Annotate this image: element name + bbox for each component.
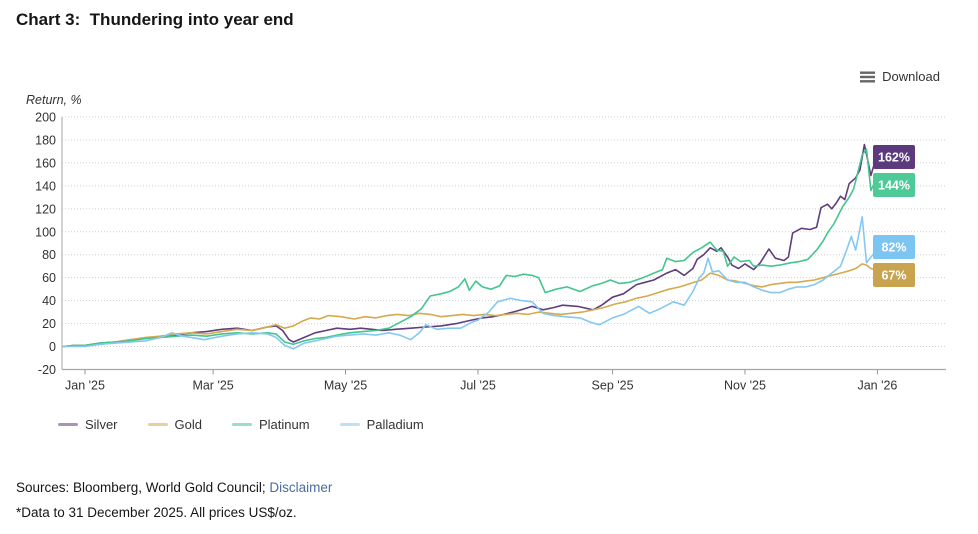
legend-item-platinum[interactable]: Platinum <box>231 417 310 432</box>
series-line-gold <box>62 263 877 348</box>
legend-item-silver[interactable]: Silver <box>58 417 118 432</box>
y-tick-label: 80 <box>42 248 56 262</box>
y-tick-label: 40 <box>42 294 56 308</box>
legend-label: Silver <box>85 417 118 432</box>
end-badge-label-silver: 162% <box>878 150 910 164</box>
end-badge-gold <box>873 263 915 288</box>
x-tick-label: Sep '25 <box>592 379 634 393</box>
y-axis-title: Return, % <box>26 93 82 107</box>
x-tick-label: May '25 <box>324 379 367 393</box>
end-badge-label-gold: 67% <box>881 269 906 283</box>
hamburger-icon <box>860 71 876 82</box>
legend-swatch-silver <box>58 423 78 426</box>
end-badge-label-platinum: 144% <box>878 178 910 192</box>
y-tick-label: 120 <box>35 202 56 216</box>
end-badge-silver <box>873 144 915 169</box>
chart-legend: Silver Gold Platinum Palladium <box>58 417 424 432</box>
sources-line: Sources: Bloomberg, World Gold Council; … <box>16 475 332 500</box>
legend-label: Palladium <box>366 417 424 432</box>
legend-label: Gold <box>174 417 202 432</box>
series-line-palladium <box>62 216 877 350</box>
chart-footer: Sources: Bloomberg, World Gold Council; … <box>16 475 332 525</box>
y-tick-label: -20 <box>38 363 56 377</box>
series-line-platinum <box>62 148 877 348</box>
x-tick-label: Jan '25 <box>65 379 105 393</box>
sources-text: Sources: Bloomberg, World Gold Council; <box>16 480 270 495</box>
y-tick-label: 180 <box>35 133 56 147</box>
x-tick-label: Nov '25 <box>724 379 766 393</box>
data-note: *Data to 31 December 2025. All prices US… <box>16 505 297 520</box>
legend-swatch-gold <box>147 423 168 426</box>
disclaimer-link[interactable]: Disclaimer <box>269 480 333 495</box>
legend-swatch-platinum <box>231 423 252 426</box>
series-line-silver <box>62 143 877 348</box>
download-button[interactable]: Download <box>860 69 940 84</box>
legend-swatch-palladium <box>339 423 360 426</box>
x-tick-label: Jan '26 <box>857 379 897 393</box>
y-tick-label: 20 <box>42 317 56 331</box>
y-tick-label: 160 <box>35 156 56 170</box>
legend-item-palladium[interactable]: Palladium <box>339 417 424 432</box>
legend-item-gold[interactable]: Gold <box>147 417 202 432</box>
y-tick-label: 0 <box>49 340 56 354</box>
page-title: Chart 3: Thundering into year end <box>16 10 294 29</box>
x-tick-label: Jul '25 <box>460 379 496 393</box>
end-badge-platinum <box>873 172 915 197</box>
end-badge-palladium <box>873 235 915 260</box>
end-badge-label-palladium: 82% <box>881 241 906 255</box>
x-tick-label: Mar '25 <box>192 379 233 393</box>
legend-label: Platinum <box>258 417 310 432</box>
y-tick-label: 140 <box>35 179 56 193</box>
download-label: Download <box>882 69 940 84</box>
y-tick-label: 100 <box>35 225 56 239</box>
y-tick-label: 200 <box>35 111 56 125</box>
y-tick-label: 60 <box>42 271 56 285</box>
